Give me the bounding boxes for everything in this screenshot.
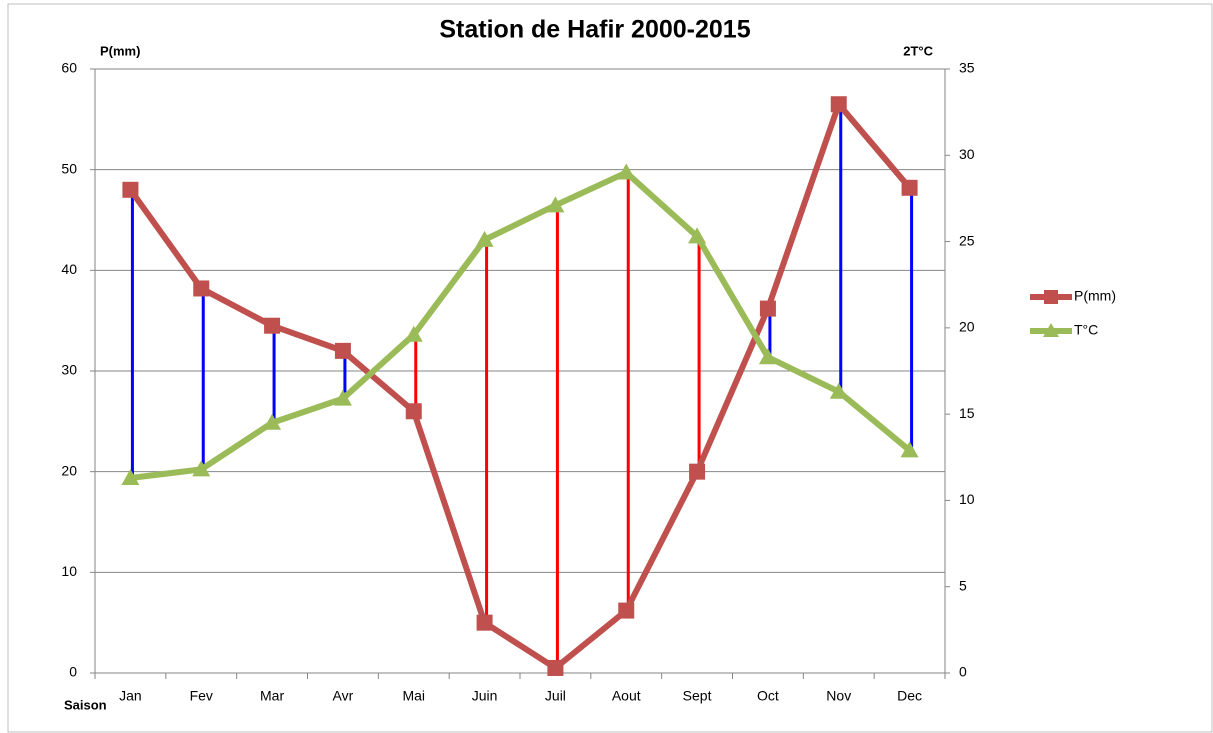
marker bbox=[122, 181, 139, 198]
x-axis-label: Saison bbox=[64, 697, 107, 712]
marker bbox=[476, 614, 493, 631]
marker bbox=[688, 227, 707, 244]
y2-tick-label: 0 bbox=[959, 664, 967, 680]
marker bbox=[334, 342, 351, 359]
marker bbox=[192, 460, 211, 477]
marker bbox=[475, 230, 494, 247]
y2-tick-label: 25 bbox=[959, 232, 975, 248]
marker bbox=[900, 441, 919, 458]
y-tick-label: 20 bbox=[61, 462, 77, 478]
marker bbox=[617, 163, 636, 180]
y2-tick-label: 30 bbox=[959, 146, 975, 162]
y2-tick-label: 35 bbox=[959, 60, 975, 76]
x-tick-label: Juil bbox=[545, 688, 566, 704]
x-tick-label: Mai bbox=[402, 688, 425, 704]
chart-border bbox=[7, 3, 1213, 733]
marker bbox=[121, 468, 140, 485]
marker bbox=[263, 413, 282, 430]
y2-tick-label: 10 bbox=[959, 491, 975, 507]
y-tick-label: 0 bbox=[69, 664, 77, 680]
marker bbox=[404, 325, 423, 342]
y-tick-label: 40 bbox=[61, 261, 77, 277]
x-tick-label: Dec bbox=[897, 688, 922, 704]
chart-title: Station de Hafir 2000-2015 bbox=[439, 16, 750, 44]
series-line bbox=[127, 101, 912, 671]
series-line bbox=[130, 169, 912, 481]
y-tick-label: 60 bbox=[61, 60, 77, 76]
x-tick-label: Sept bbox=[683, 688, 712, 704]
marker bbox=[547, 659, 564, 676]
marker bbox=[759, 300, 776, 317]
x-tick-label: Nov bbox=[826, 688, 851, 704]
marker bbox=[333, 389, 352, 406]
marker bbox=[901, 179, 918, 196]
marker bbox=[618, 602, 635, 619]
legend-marker bbox=[1044, 290, 1058, 304]
x-tick-label: Jan bbox=[119, 688, 142, 704]
legend-label: T°C bbox=[1074, 322, 1098, 338]
marker bbox=[546, 196, 565, 213]
y2-axis-label: 2T°C bbox=[903, 43, 933, 58]
legend-label: P(mm) bbox=[1074, 288, 1116, 304]
y-tick-label: 50 bbox=[61, 160, 77, 176]
x-tick-label: Fev bbox=[190, 688, 213, 704]
y-tick-label: 30 bbox=[61, 362, 77, 378]
y2-tick-label: 15 bbox=[959, 405, 975, 421]
x-tick-label: Avr bbox=[333, 688, 354, 704]
marker bbox=[193, 280, 210, 297]
x-tick-label: Aout bbox=[612, 688, 641, 704]
x-tick-label: Juin bbox=[472, 688, 498, 704]
marker bbox=[405, 403, 422, 420]
y-axis-label: P(mm) bbox=[100, 43, 140, 58]
marker bbox=[689, 463, 706, 480]
marker bbox=[830, 96, 847, 113]
y-tick-label: 10 bbox=[61, 563, 77, 579]
x-tick-label: Oct bbox=[757, 688, 779, 704]
x-tick-label: Mar bbox=[260, 688, 284, 704]
y2-tick-label: 20 bbox=[959, 319, 975, 335]
marker bbox=[264, 317, 281, 334]
legend-marker bbox=[1043, 323, 1059, 337]
y2-tick-label: 5 bbox=[959, 577, 967, 593]
marker bbox=[829, 382, 848, 399]
marker bbox=[758, 348, 777, 365]
